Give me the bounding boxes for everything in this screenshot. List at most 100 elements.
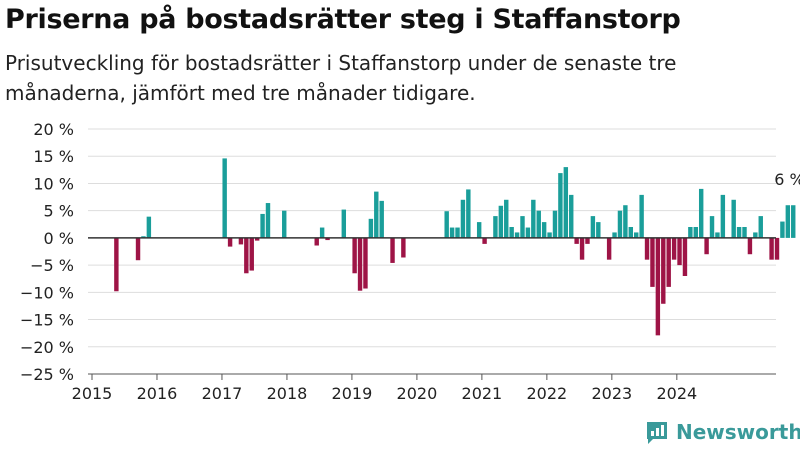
bar bbox=[747, 237, 753, 255]
bar bbox=[509, 227, 514, 238]
bar bbox=[444, 211, 449, 238]
bar bbox=[780, 221, 785, 238]
bar bbox=[455, 227, 460, 238]
bar bbox=[401, 237, 406, 258]
y-tick-label: 15 % bbox=[33, 147, 74, 166]
bar bbox=[742, 227, 747, 238]
bar bbox=[482, 237, 487, 244]
bar bbox=[341, 209, 347, 238]
bar bbox=[498, 205, 504, 238]
bar bbox=[682, 237, 688, 276]
bar bbox=[325, 237, 330, 241]
bar bbox=[146, 216, 152, 238]
y-axis-labels: 20 % 15 % 10 % 5 % 0 % −5 % −10 % −15 % −20 % −25… bbox=[20, 120, 74, 384]
y-tick-label: 5 % bbox=[44, 202, 74, 221]
bar bbox=[688, 227, 693, 238]
x-tick-label: 2024 bbox=[656, 384, 697, 403]
x-tick-label: 2023 bbox=[591, 384, 632, 403]
bar bbox=[650, 237, 655, 287]
bar bbox=[569, 194, 574, 238]
bar bbox=[655, 237, 661, 336]
x-axis-ticks: 2015 2016 2017 2018 2019 2020 2021 2022 2023 2024 bbox=[72, 374, 697, 403]
bar bbox=[227, 237, 233, 247]
bar bbox=[222, 158, 227, 238]
bar bbox=[634, 232, 639, 238]
bar bbox=[531, 199, 536, 238]
bar bbox=[379, 200, 384, 238]
bar bbox=[449, 227, 455, 238]
x-tick-label: 2015 bbox=[72, 384, 113, 403]
y-tick-label: 20 % bbox=[33, 120, 74, 139]
y-tick-label: −10 % bbox=[20, 283, 74, 302]
y-tick-label: −15 % bbox=[20, 311, 74, 330]
bar bbox=[758, 216, 763, 238]
bar bbox=[693, 227, 698, 238]
bar bbox=[357, 237, 363, 291]
bar bbox=[617, 210, 623, 238]
bar bbox=[374, 191, 379, 238]
bar bbox=[520, 216, 525, 238]
bar bbox=[639, 194, 644, 238]
x-tick-label: 2020 bbox=[397, 384, 438, 403]
x-tick-label: 2022 bbox=[527, 384, 568, 403]
bar bbox=[612, 232, 617, 238]
bar bbox=[114, 237, 119, 292]
bar bbox=[736, 227, 742, 238]
chart-subtitle: Prisutveckling för bostadsrätter i Staff… bbox=[5, 51, 677, 105]
bar bbox=[704, 237, 709, 255]
bar bbox=[671, 237, 677, 260]
bar bbox=[574, 237, 579, 244]
bar bbox=[552, 210, 558, 238]
bar bbox=[352, 237, 357, 274]
bar bbox=[698, 188, 704, 238]
bar bbox=[606, 237, 612, 260]
bar bbox=[135, 237, 141, 261]
x-tick-label: 2021 bbox=[462, 384, 503, 403]
bar bbox=[493, 216, 498, 238]
y-tick-label: −20 % bbox=[20, 338, 74, 357]
x-tick-label: 2016 bbox=[137, 384, 178, 403]
bar bbox=[282, 210, 287, 238]
bar bbox=[585, 237, 590, 244]
bar bbox=[363, 237, 368, 289]
bar bbox=[774, 237, 780, 260]
bar bbox=[753, 232, 758, 238]
bar bbox=[254, 237, 260, 241]
bar bbox=[785, 205, 791, 238]
bar bbox=[709, 216, 715, 238]
bar bbox=[644, 237, 650, 260]
bar bbox=[558, 173, 563, 238]
bar bbox=[368, 218, 374, 238]
bars bbox=[114, 158, 796, 336]
bar bbox=[536, 210, 541, 238]
bar bbox=[628, 227, 634, 238]
brand: Newsworthy bbox=[644, 419, 800, 445]
bar bbox=[238, 237, 244, 245]
bar bbox=[661, 237, 666, 304]
bar bbox=[596, 222, 601, 238]
bar bbox=[677, 237, 682, 266]
bar bbox=[249, 237, 254, 271]
x-tick-label: 2019 bbox=[332, 384, 373, 403]
y-tick-label: −25 % bbox=[20, 365, 74, 384]
bar bbox=[791, 205, 796, 238]
bar bbox=[460, 199, 466, 238]
bar bbox=[260, 213, 265, 238]
bar bbox=[504, 199, 509, 238]
chart-title: Priserna på bostadsrätter steg i Staffan… bbox=[5, 4, 681, 35]
y-tick-label: 0 % bbox=[44, 229, 74, 248]
bar bbox=[476, 222, 482, 238]
x-tick-label: 2018 bbox=[267, 384, 308, 403]
last-value-annotation: 6 % bbox=[774, 170, 800, 189]
bar bbox=[244, 237, 249, 274]
y-tick-label: −5 % bbox=[30, 256, 74, 275]
bar bbox=[579, 237, 585, 260]
bar bbox=[514, 232, 520, 238]
bar bbox=[623, 205, 628, 238]
bar bbox=[541, 222, 547, 238]
bar bbox=[314, 237, 319, 246]
bar bbox=[731, 199, 736, 238]
bar bbox=[466, 189, 471, 238]
bar bbox=[715, 232, 720, 238]
